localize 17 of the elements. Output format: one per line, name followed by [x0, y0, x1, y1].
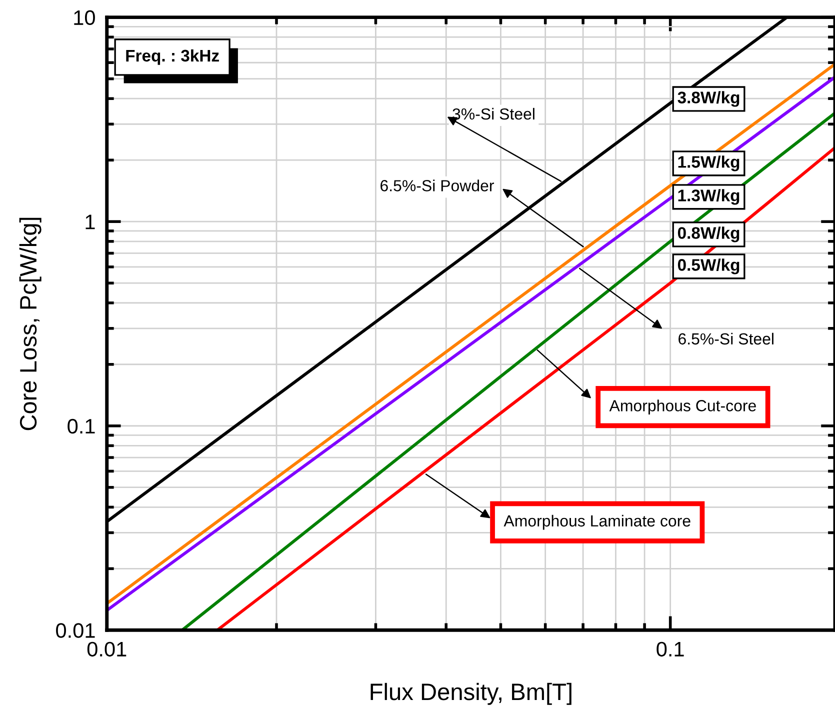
data-label: 0.8W/kg	[678, 226, 740, 242]
y-tick-label: 10	[74, 10, 95, 26]
data-label: 1.5W/kg	[678, 156, 740, 172]
y-tick-label: 1	[86, 214, 95, 230]
data-label: 1.3W/kg	[678, 189, 740, 205]
annotation: Freq. : 3kHz	[126, 49, 219, 65]
annotation: 6.5%-Si Powder	[380, 180, 494, 192]
y-tick-label: 0.1	[68, 418, 95, 434]
x-axis-title: Flux Density, Bm[T]	[370, 682, 572, 705]
data-label: 0.5W/kg	[678, 258, 740, 274]
annotation: Amorphous Cut-core	[609, 400, 756, 415]
y-tick-label: 0.01	[56, 623, 95, 638]
annotation: Amorphous Laminate core	[504, 514, 690, 530]
annotation: 6.5%-Si Steel	[678, 332, 774, 345]
y-axis-title: Core Loss, Pc[W/kg]	[19, 218, 42, 430]
annotation: 3%-Si Steel	[452, 108, 534, 120]
data-label: 3.8W/kg	[678, 91, 740, 107]
